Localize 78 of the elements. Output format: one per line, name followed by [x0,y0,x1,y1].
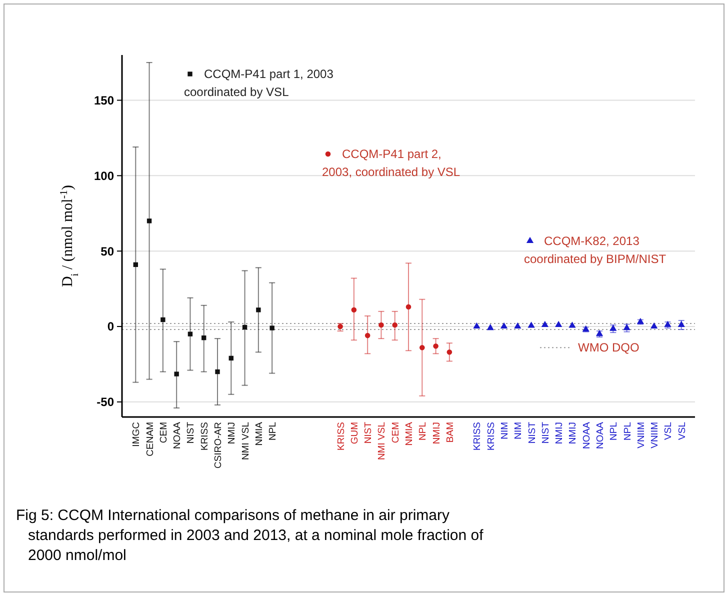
caption: Fig 5: CCQM International comparisons of methane in air primary standards performed in 2003 and 2013, at a nominal mole fraction of 2000 nmol/mol [16,507,484,564]
x-tick-label: NPL [418,422,429,440]
x-tick-label: NMIA [254,421,265,446]
point [392,322,398,328]
legend-label: CCQM-P41 part 1, 2003 coordinated by VSL [184,67,334,99]
x-tick-label: NIST [526,422,538,444]
point [174,372,179,376]
x-tick-label: NIST [540,422,552,444]
x-tick-label: VSL [663,422,674,440]
x-tick-label: NMIJ [568,422,579,444]
x-tick-label: NIM [513,422,524,440]
y-tick-label: 0 [107,320,114,334]
point [433,343,438,349]
x-tick-label: NOAA [172,421,184,449]
point [568,322,576,328]
y-tick-label: 100 [94,168,114,183]
point [555,320,562,328]
point [378,322,384,328]
point [678,320,685,328]
x-tick-label: CENAM [144,422,156,456]
point [500,322,508,329]
y-tick-label: -50 [96,395,114,410]
point [270,326,274,330]
point [133,262,138,268]
x-tick-label: VNIIM [636,422,647,448]
x-tick-label: BAM [444,422,456,443]
x-tick-label: NPL [268,422,279,440]
point [528,322,535,328]
point [541,320,548,328]
legend-label: WMO DQO [578,340,640,355]
x-tick-label: NMIJ [431,422,442,444]
x-tick-label: NIST [363,422,374,444]
x-tick-label: CEM [390,422,402,444]
x-tick-label: CEM [158,422,170,444]
point [228,356,234,361]
x-tick-label: GUM [349,422,360,444]
point [188,332,193,336]
x-tick-label: NOAA [581,421,592,449]
point [623,324,630,330]
point [419,344,425,350]
legend-label: CCQM-K82, 2013 coordinated by BIPM/NIST [524,234,667,266]
x-tick-label: KRISS [199,422,210,451]
x-tick-label: KRISS [472,422,484,451]
x-tick-label: NMIJ [226,422,238,444]
point [146,218,152,224]
point [364,332,370,338]
legend-label: CCQM-P41 part 2, 2003, coordinated by VSL [322,147,460,179]
x-tick-label: NIM [500,422,510,440]
point [406,304,412,310]
point [514,322,522,329]
x-tick-label: NMI VSL [376,422,388,460]
point [338,324,343,330]
x-tick-label: VSL [676,422,688,440]
point [215,369,220,374]
point [256,308,261,312]
x-tick-label: NMIA [404,421,415,446]
point [242,324,248,330]
x-tick-label: NIST [186,422,197,444]
x-tick-label: NPL [608,422,620,440]
x-tick-label: NMI VSL [240,422,252,460]
point [610,324,617,331]
x-tick-label: NOAA [595,421,606,449]
point [473,322,480,329]
x-tick-label: IMGC [131,422,142,447]
point [650,322,658,329]
point [446,350,452,355]
point [202,335,206,340]
x-tick-label: KRISS [336,422,347,451]
y-tick-label: 150 [94,93,114,108]
point [160,317,166,322]
x-tick-label: KRISS [486,422,497,451]
x-tick-label: CSIRO-AR [213,422,224,468]
x-tick-label: NPL [622,422,634,440]
y-tick-label: 50 [100,244,114,258]
x-tick-label: VNIIM [650,422,661,448]
x-tick-label: NMIJ [554,422,566,444]
point [486,324,494,330]
point [351,307,357,313]
